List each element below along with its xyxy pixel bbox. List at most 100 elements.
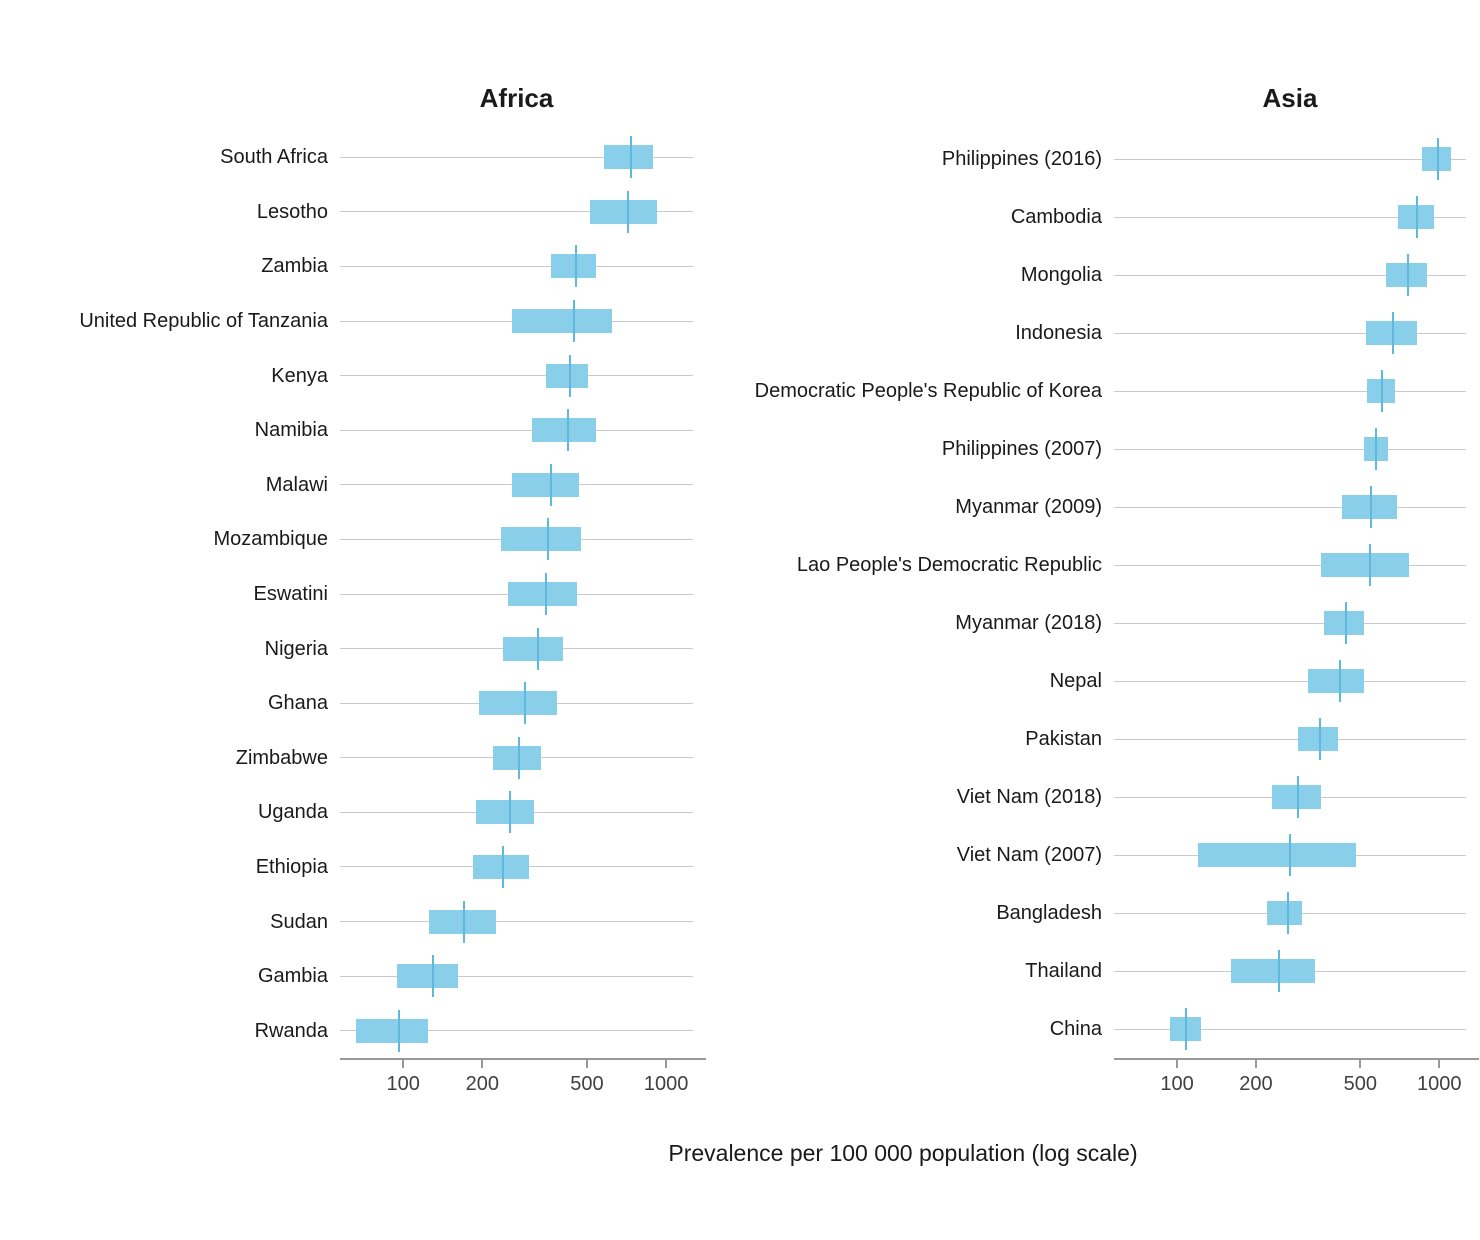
gridline	[1114, 564, 1466, 566]
gridline	[1114, 738, 1466, 740]
point-estimate-tick	[1318, 718, 1321, 760]
ci-bar	[493, 745, 542, 770]
point-estimate-tick	[509, 791, 512, 834]
gridline	[340, 156, 693, 158]
point-estimate-tick	[550, 463, 553, 506]
point-estimate-tick	[1344, 602, 1347, 644]
country-label: Eswatini	[253, 583, 328, 605]
point-estimate-tick	[1286, 892, 1289, 934]
gridline	[1114, 390, 1466, 392]
ci-bar	[1266, 901, 1303, 925]
panel-title-africa: Africa	[479, 83, 554, 113]
point-estimate-tick	[1375, 428, 1378, 470]
country-label: Lesotho	[256, 200, 328, 223]
x-tick-label: 1000	[643, 1073, 689, 1095]
point-estimate-tick	[1297, 776, 1300, 818]
ci-bar	[503, 636, 563, 661]
gridline	[340, 429, 693, 431]
point-estimate-tick	[1381, 370, 1383, 412]
ci-bar	[1271, 785, 1322, 809]
point-estimate-tick	[546, 518, 549, 561]
gridline	[1114, 448, 1466, 450]
x-axis-line	[340, 1058, 706, 1060]
country-label: Sudan	[270, 910, 328, 933]
x-tick-label: 500	[570, 1073, 604, 1095]
country-label: South Africa	[220, 146, 328, 169]
ci-bar	[512, 309, 613, 334]
country-label: Mozambique	[213, 528, 328, 551]
x-tick-label: 100	[386, 1073, 420, 1095]
gridline	[340, 211, 693, 213]
x-axis-line	[1114, 1058, 1479, 1060]
x-tick-mark	[1176, 1060, 1179, 1068]
ci-bar	[397, 964, 459, 989]
point-estimate-tick	[397, 1009, 400, 1052]
country-label: United Republic of Tanzania	[79, 310, 328, 333]
ci-bar	[1307, 669, 1364, 693]
point-estimate-tick	[567, 409, 570, 452]
point-estimate-tick	[545, 573, 548, 615]
ci-bar	[1298, 727, 1338, 751]
country-label: Ethiopia	[255, 855, 328, 878]
ci-bar	[355, 1018, 428, 1043]
point-estimate-tick	[629, 136, 632, 179]
point-estimate-tick	[1415, 196, 1418, 238]
gridline	[1114, 622, 1466, 624]
country-label: Mongolia	[1020, 264, 1102, 286]
country-label: Zimbabwe	[235, 746, 328, 769]
country-label: Myanmar (2018)	[955, 612, 1102, 634]
ci-bar	[1230, 959, 1315, 983]
x-tick-mark	[585, 1060, 588, 1068]
ci-bar	[1321, 553, 1410, 577]
ci-bar	[532, 418, 596, 443]
panel-title-asia: Asia	[1262, 83, 1318, 113]
point-estimate-tick	[1370, 486, 1373, 528]
ci-bar	[1324, 611, 1364, 635]
x-tick-mark	[1359, 1060, 1362, 1068]
ci-bar	[512, 472, 579, 497]
point-estimate-tick	[1437, 138, 1440, 180]
ci-bar	[603, 145, 653, 170]
country-label: Viet Nam (2007)	[956, 844, 1102, 866]
country-label: Namibia	[254, 419, 328, 442]
point-estimate-tick	[432, 955, 435, 998]
gridline	[340, 375, 693, 377]
x-tick-label: 100	[1160, 1073, 1194, 1095]
point-estimate-tick	[1289, 834, 1292, 876]
ci-bar	[551, 254, 596, 279]
x-tick-mark	[665, 1060, 668, 1068]
country-label: China	[1049, 1018, 1102, 1040]
point-estimate-tick	[626, 190, 629, 233]
country-label: Philippines (2016)	[941, 148, 1102, 170]
country-label: Indonesia	[1015, 322, 1102, 344]
point-estimate-tick	[462, 900, 465, 943]
country-label: Zambia	[261, 255, 328, 278]
gridline	[1114, 680, 1466, 682]
ci-bar	[1422, 147, 1452, 171]
x-tick-label: 500	[1343, 1073, 1377, 1095]
country-label: Democratic People's Republic of Korea	[754, 380, 1102, 402]
gridline	[1114, 216, 1466, 218]
ci-bar	[476, 800, 535, 825]
point-estimate-tick	[1391, 312, 1394, 354]
x-tick-label: 200	[465, 1073, 500, 1095]
gridline	[1114, 274, 1466, 276]
country-label: Cambodia	[1010, 206, 1102, 228]
country-label: Nigeria	[264, 637, 328, 660]
point-estimate-tick	[517, 736, 520, 779]
x-tick-mark	[1254, 1060, 1257, 1068]
ci-bar	[428, 909, 496, 934]
ci-bar	[1365, 321, 1417, 345]
point-estimate-tick	[523, 682, 526, 725]
x-tick-mark	[1438, 1060, 1441, 1068]
country-label: Uganda	[257, 801, 328, 824]
country-label: Malawi	[265, 473, 328, 496]
ci-bar	[590, 199, 658, 224]
country-label: Kenya	[271, 364, 328, 387]
gridline	[340, 265, 693, 267]
x-tick-mark	[481, 1060, 484, 1068]
gridline	[1114, 506, 1466, 508]
gridline	[340, 921, 693, 923]
ci-bar	[473, 854, 529, 879]
